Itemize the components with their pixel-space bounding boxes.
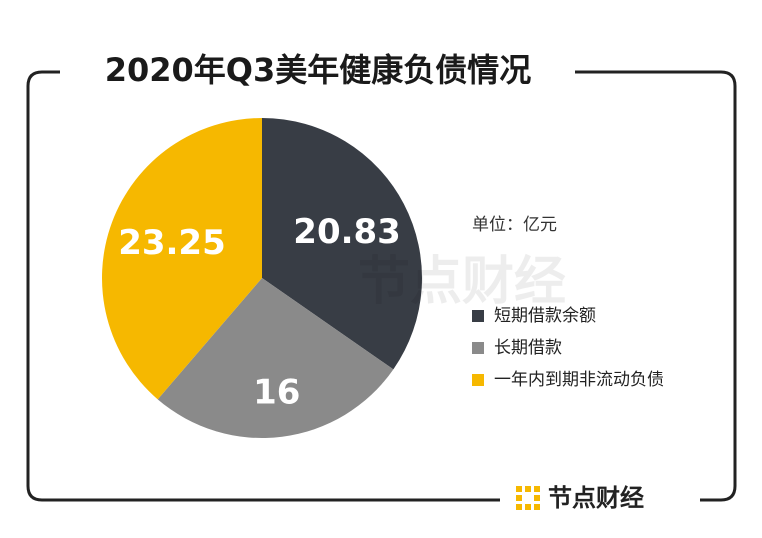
pie-slice <box>262 118 422 370</box>
legend-label: 短期借款余额 <box>494 306 596 326</box>
brand-logo <box>516 486 540 510</box>
frame <box>26 70 737 502</box>
data-label: 23.25 <box>118 223 226 263</box>
legend-label: 一年内到期非流动负债 <box>494 370 664 390</box>
watermark: 节点财经 <box>358 252 566 312</box>
pie: 20.83 16 23.25 <box>101 117 422 438</box>
legend-swatch <box>472 310 484 322</box>
brand-name: 节点财经 <box>548 484 644 512</box>
legend-swatch <box>472 342 484 354</box>
unit-label: 单位：亿元 <box>472 215 557 235</box>
legend-swatch <box>472 374 484 386</box>
legend-label: 长期借款 <box>494 338 562 358</box>
pie-slice <box>101 117 262 400</box>
data-label: 16 <box>253 372 300 412</box>
pie-slice <box>157 278 394 438</box>
chart-title: 2020年Q3美年健康负债情况 <box>105 51 532 89</box>
data-label: 20.83 <box>293 212 401 252</box>
